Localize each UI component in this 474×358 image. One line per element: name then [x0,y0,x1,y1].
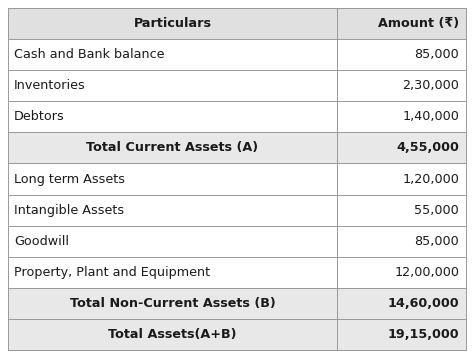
Bar [8,194,337,226]
Text: 85,000: 85,000 [414,235,459,248]
Bar [337,8,466,39]
Text: Amount (₹): Amount (₹) [378,17,459,30]
Bar [337,39,466,70]
Text: 85,000: 85,000 [414,48,459,61]
Bar [8,257,337,288]
Text: Cash and Bank balance: Cash and Bank balance [14,48,164,61]
Bar [337,101,466,132]
Bar [337,194,466,226]
Text: 1,40,000: 1,40,000 [402,110,459,123]
Text: Goodwill: Goodwill [14,235,69,248]
Bar [8,226,337,257]
Text: Debtors: Debtors [14,110,65,123]
Text: Total Current Assets (A): Total Current Assets (A) [86,141,258,154]
Bar [337,132,466,164]
Text: Total Assets(A+B): Total Assets(A+B) [108,328,237,341]
Text: 4,55,000: 4,55,000 [396,141,459,154]
Text: 12,00,000: 12,00,000 [394,266,459,279]
Text: 55,000: 55,000 [414,204,459,217]
Bar [337,257,466,288]
Bar [337,226,466,257]
Text: 19,15,000: 19,15,000 [388,328,459,341]
Bar [8,8,337,39]
Bar [8,70,337,101]
Bar [8,132,337,164]
Bar [337,164,466,194]
Bar [8,164,337,194]
Bar [337,70,466,101]
Text: 14,60,000: 14,60,000 [388,297,459,310]
Text: Inventories: Inventories [14,79,86,92]
Text: Particulars: Particulars [133,17,211,30]
Text: 1,20,000: 1,20,000 [402,173,459,185]
Text: Property, Plant and Equipment: Property, Plant and Equipment [14,266,210,279]
Text: 2,30,000: 2,30,000 [402,79,459,92]
Text: Intangible Assets: Intangible Assets [14,204,124,217]
Bar [337,288,466,319]
Bar [337,319,466,350]
Bar [8,101,337,132]
Text: Long term Assets: Long term Assets [14,173,125,185]
Text: Total Non-Current Assets (B): Total Non-Current Assets (B) [70,297,275,310]
Bar [8,288,337,319]
Bar [8,39,337,70]
Bar [8,319,337,350]
